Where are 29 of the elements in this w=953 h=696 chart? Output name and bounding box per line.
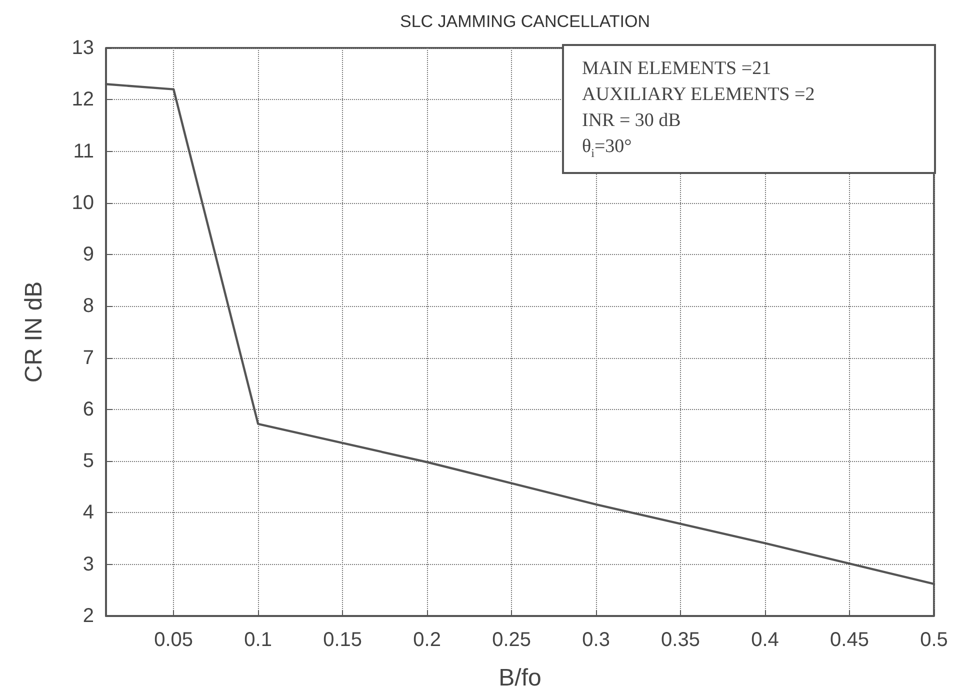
y-tick-label: 10 [72,192,94,214]
x-axis-title: B/fo [498,664,542,692]
annotation: MAIN ELEMENTS =21 [582,57,772,81]
y-tick-label: 4 [82,502,94,524]
y-tick-label: 5 [82,450,94,472]
x-tick-label: 0.45 [830,629,869,651]
x-tick-label: 0.05 [154,629,194,651]
y-tick-label: 9 [82,244,94,266]
annotation: θ$_{i}$=30° [582,135,633,160]
y-tick-label: 8 [82,295,94,318]
y-tick-label: 2 [82,605,94,627]
chart-title: SLC JAMMING CANCELLATION [400,12,650,31]
x-tick-label: 0.5 [920,629,948,651]
annotation: AUXILIARY ELEMENTS =2 [582,83,816,107]
x-tick-label: 0.35 [661,629,700,651]
x-tick-label: 0.15 [323,629,362,651]
y-tick-label: 3 [82,553,94,576]
x-tick-label: 0.1 [244,629,272,651]
x-tick-label: 0.25 [492,629,532,651]
y-tick-label: 6 [82,398,94,420]
x-tick-label: 0.2 [413,629,441,651]
y-tick-label: 12 [72,88,94,111]
y-tick-label: 11 [73,140,94,162]
y-axis-title: CR IN dB [20,281,48,383]
y-tick-label: 13 [72,37,94,59]
x-tick-label: 0.4 [751,629,779,651]
x-tick-label: 0.3 [582,629,610,651]
annotation: INR = 30 dB [582,109,682,133]
y-tick-label: 7 [82,346,94,369]
